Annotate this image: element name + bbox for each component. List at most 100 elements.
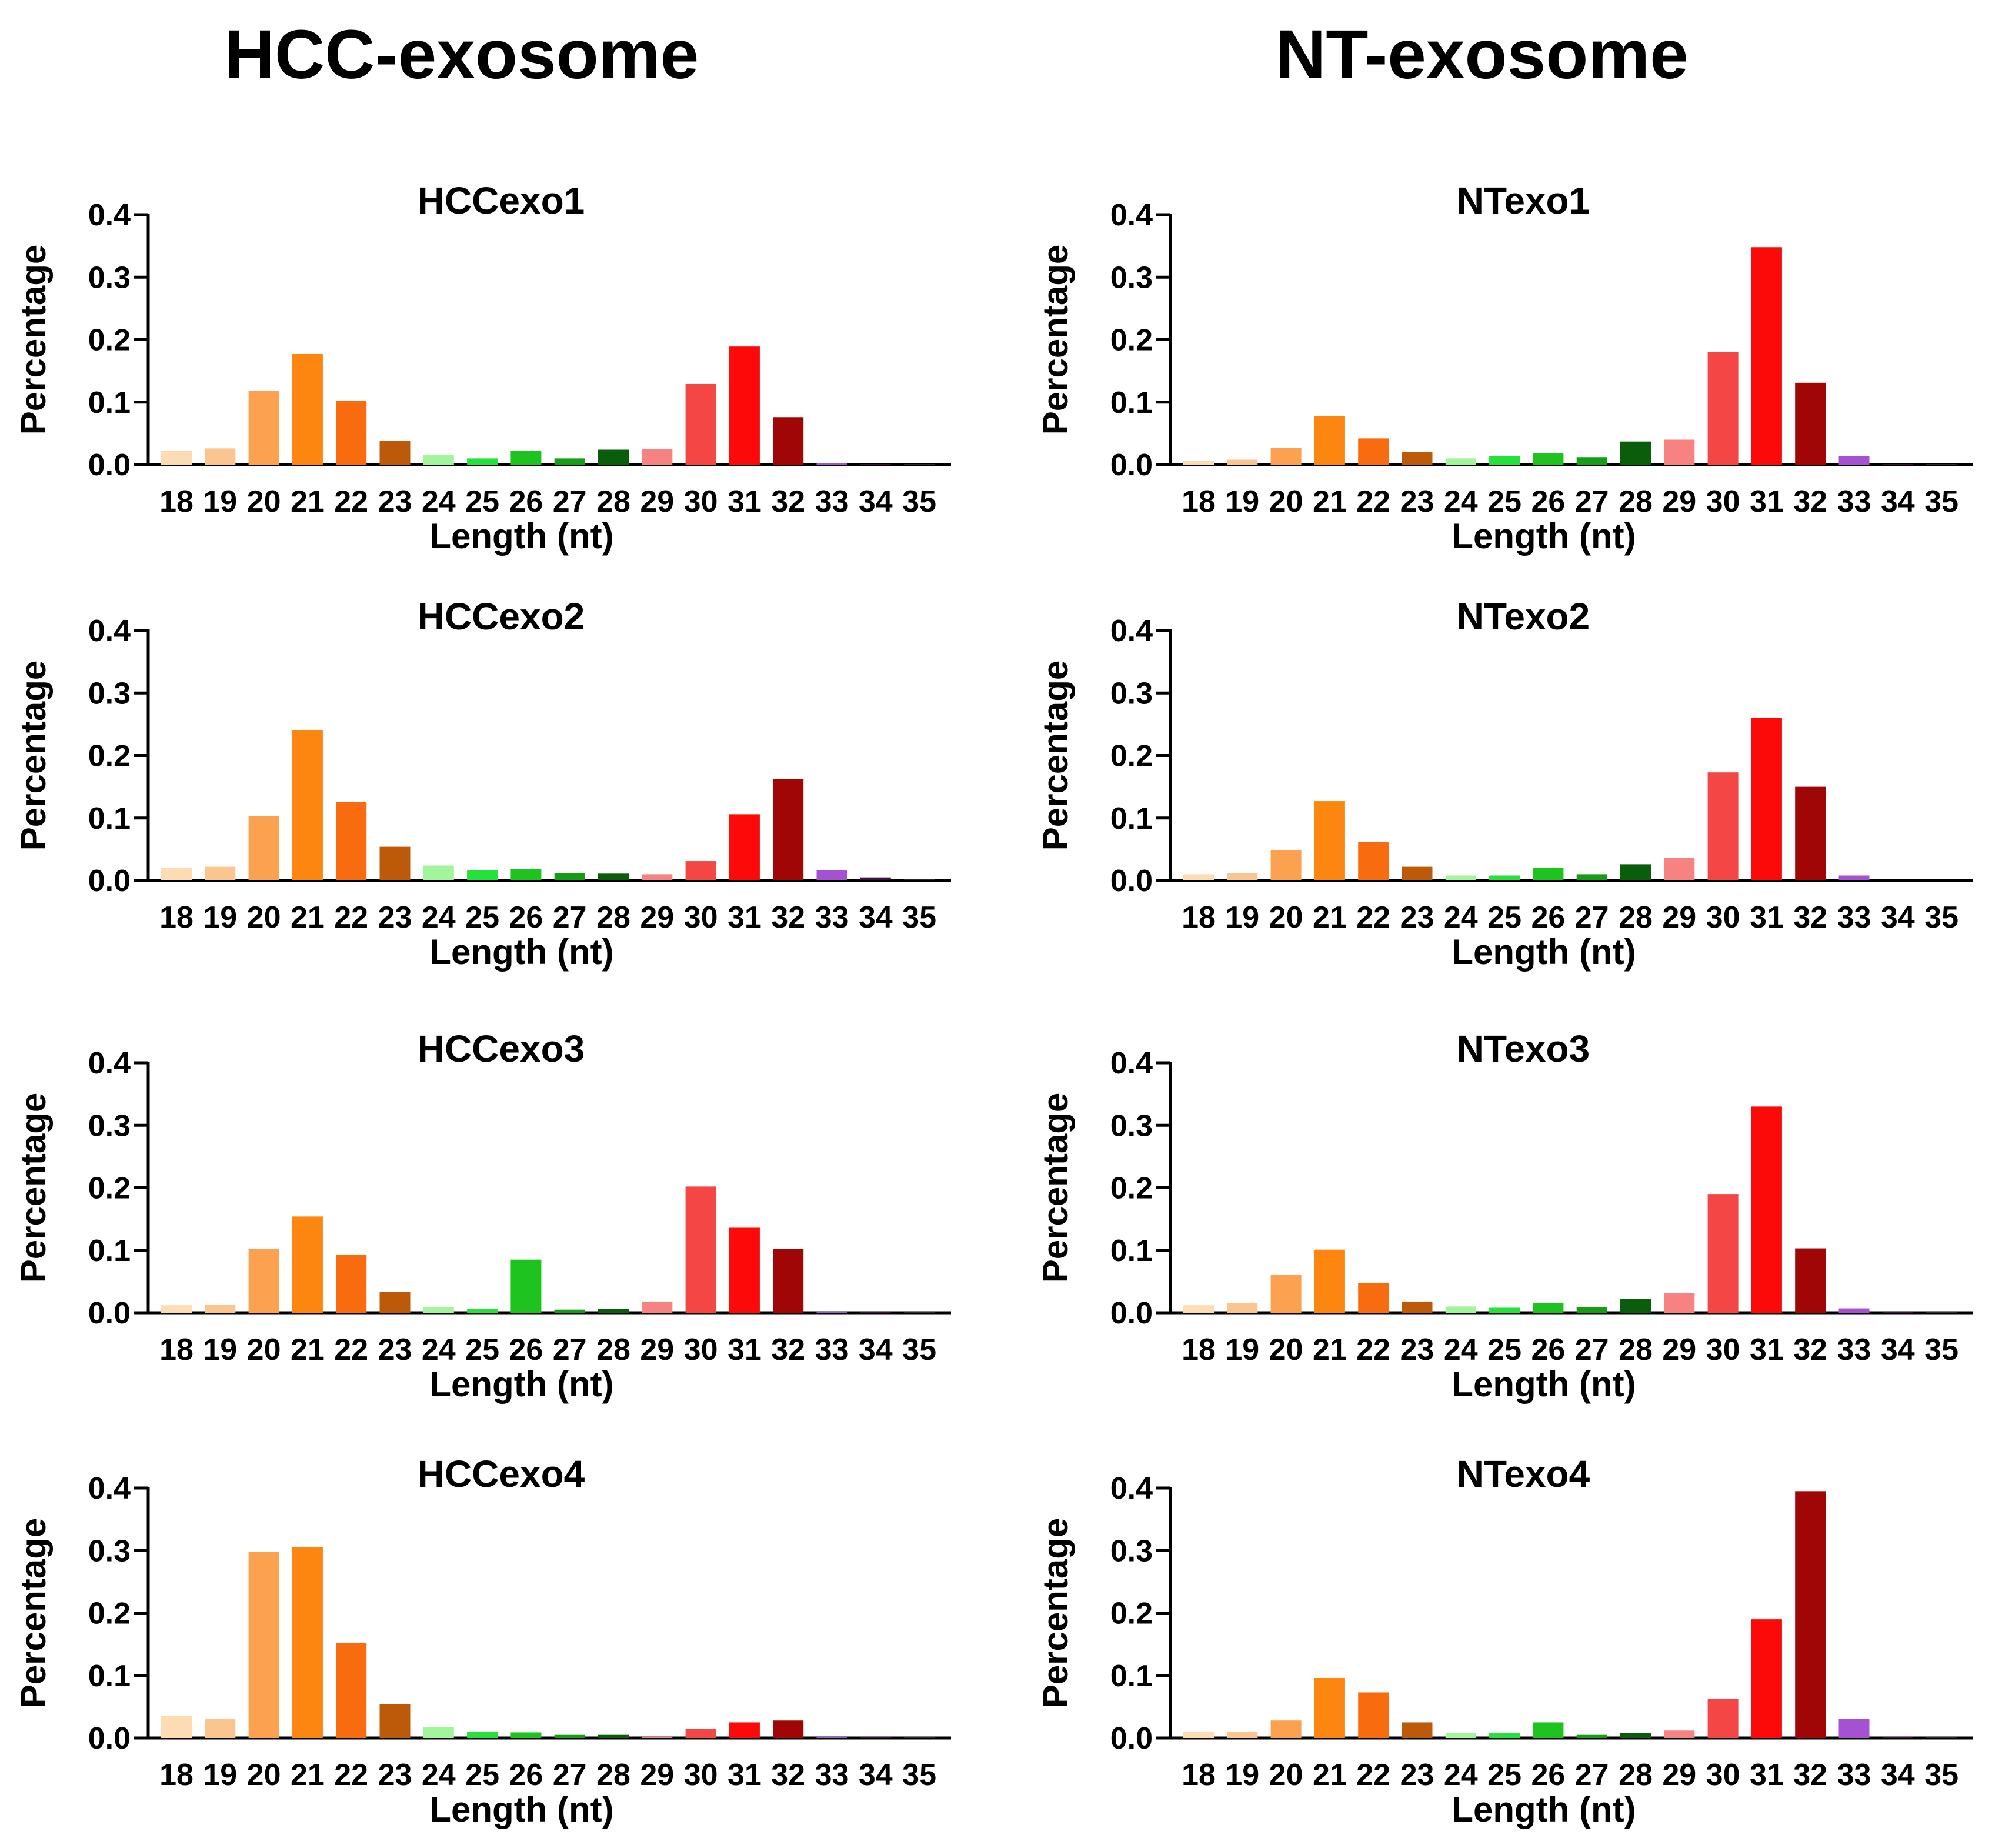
- bar: [773, 779, 804, 880]
- bar: [1882, 463, 1913, 465]
- bar: [1926, 463, 1957, 465]
- bar: [1183, 1732, 1214, 1738]
- bar: [205, 1305, 236, 1313]
- bar: [1445, 1733, 1476, 1738]
- bar-chart-panel: NTexo1 0.0 0.1 0.2 0.3 0.4 Percentage 18 19 20 21 2…: [1036, 179, 1973, 556]
- x-axis-label: Length (nt): [1452, 516, 1636, 556]
- y-axis-label: Percentage: [14, 245, 53, 435]
- bar: [860, 1312, 891, 1313]
- x-tick-label: 22: [334, 1333, 368, 1367]
- x-tick-label: 29: [1662, 1758, 1696, 1792]
- bar: [248, 391, 279, 465]
- panel-title: HCCexo3: [418, 1028, 585, 1070]
- y-tick-label: 0.1: [88, 1659, 131, 1693]
- x-axis-label: Length (nt): [429, 516, 613, 556]
- bar: [1795, 1248, 1826, 1313]
- bar: [161, 1716, 192, 1738]
- y-tick-label: 0.3: [1110, 676, 1153, 710]
- x-tick-label: 34: [859, 900, 893, 935]
- bar: [554, 1734, 585, 1738]
- x-tick-label: 25: [1487, 1758, 1521, 1792]
- x-tick-label: 22: [1356, 485, 1390, 519]
- x-tick-label: 27: [1575, 1333, 1609, 1367]
- bar: [1795, 382, 1826, 465]
- x-tick-label: 34: [1881, 485, 1915, 519]
- bar: [161, 451, 192, 465]
- bar: [729, 1722, 760, 1738]
- bar: [510, 869, 542, 880]
- x-tick-label: 22: [1356, 1333, 1390, 1367]
- x-axis-label: Length (nt): [429, 932, 613, 972]
- bar: [642, 1736, 673, 1738]
- y-tick-label: 0.1: [1110, 1659, 1153, 1693]
- x-tick-label: 20: [247, 1758, 281, 1792]
- bar: [1751, 1619, 1782, 1738]
- x-tick-label: 24: [1444, 485, 1478, 519]
- x-tick-label: 30: [684, 1333, 718, 1367]
- bar: [1751, 1106, 1782, 1313]
- x-tick-label: 31: [1750, 900, 1784, 935]
- bar: [1227, 459, 1258, 465]
- y-tick-label: 0.0: [88, 1722, 131, 1756]
- x-tick-label: 29: [640, 900, 674, 935]
- x-tick-label: 30: [1706, 1758, 1740, 1792]
- panel-title: HCCexo2: [418, 595, 585, 638]
- x-tick-label: 20: [247, 1333, 281, 1367]
- x-tick-label: 30: [684, 900, 718, 935]
- bar: [685, 1729, 716, 1738]
- bar-chart-panel: HCCexo2 0.0 0.1 0.2 0.3 0.4 Percentage 18 19 20 21…: [14, 595, 951, 972]
- bar: [1489, 1733, 1520, 1738]
- x-tick-label: 18: [159, 485, 193, 519]
- y-tick-label: 0.1: [88, 1234, 131, 1268]
- bar: [1183, 874, 1214, 880]
- x-tick-label: 20: [1269, 1758, 1303, 1792]
- x-tick-label: 24: [422, 900, 456, 935]
- x-tick-label: 18: [1182, 1333, 1216, 1367]
- bar: [336, 802, 367, 880]
- panel-title: NTexo3: [1457, 1028, 1590, 1070]
- x-tick-label: 35: [1924, 900, 1958, 935]
- x-tick-label: 24: [1444, 1333, 1478, 1367]
- x-tick-label: 29: [1662, 485, 1696, 519]
- x-tick-label: 19: [203, 485, 237, 519]
- x-tick-label: 21: [291, 900, 325, 935]
- y-axis-label: Percentage: [14, 1093, 53, 1283]
- y-tick-label: 0.4: [88, 614, 131, 648]
- bar: [1576, 874, 1607, 880]
- bar: [1838, 456, 1870, 465]
- bar: [1838, 1308, 1870, 1313]
- bar: [1620, 1299, 1651, 1313]
- bar: [1445, 458, 1476, 465]
- x-tick-label: 32: [1793, 485, 1827, 519]
- x-tick-label: 34: [859, 1758, 893, 1792]
- x-tick-label: 28: [596, 900, 630, 935]
- x-tick-label: 25: [465, 485, 499, 519]
- x-tick-label: 20: [1269, 1333, 1303, 1367]
- bar: [205, 448, 236, 465]
- x-tick-label: 33: [1837, 1758, 1871, 1792]
- x-tick-label: 30: [1706, 900, 1740, 935]
- bar: [904, 463, 935, 465]
- bar: [1445, 1306, 1476, 1313]
- y-tick-label: 0.3: [88, 676, 131, 710]
- x-tick-label: 26: [1531, 900, 1565, 935]
- bar: [1358, 842, 1389, 880]
- x-tick-label: 35: [902, 1758, 936, 1792]
- y-tick-label: 0.4: [88, 1046, 131, 1080]
- x-tick-label: 33: [815, 900, 849, 935]
- y-tick-label: 0.1: [88, 802, 131, 836]
- x-tick-label: 26: [1531, 485, 1565, 519]
- x-tick-label: 26: [509, 485, 543, 519]
- x-tick-label: 34: [1881, 1758, 1915, 1792]
- bar: [1489, 1307, 1520, 1313]
- bar: [860, 463, 891, 465]
- bar: [1838, 1719, 1870, 1738]
- bar: [423, 1307, 454, 1313]
- x-tick-label: 21: [291, 1333, 325, 1367]
- y-axis-label: Percentage: [1036, 1093, 1075, 1283]
- y-tick-label: 0.4: [1110, 1046, 1153, 1080]
- bar: [1314, 801, 1345, 880]
- y-axis-label: Percentage: [14, 1518, 53, 1709]
- x-tick-label: 23: [1400, 900, 1434, 935]
- x-tick-label: 23: [1400, 1333, 1434, 1367]
